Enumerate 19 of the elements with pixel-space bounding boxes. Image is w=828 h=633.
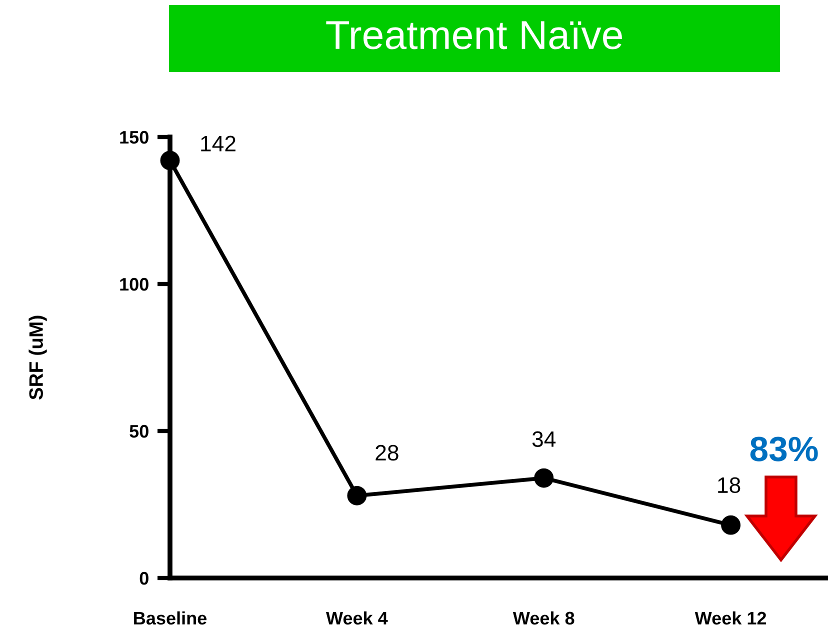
- y-axis-title: SRF (uM): [28, 316, 47, 400]
- data-label: 142: [201, 136, 236, 152]
- point: [347, 486, 367, 506]
- x-tick-label: Week 12: [694, 611, 766, 625]
- point: [534, 468, 554, 488]
- point: [160, 150, 180, 170]
- data-label: 18: [718, 477, 740, 494]
- y-tick-label: 150: [120, 130, 148, 144]
- data-label: 34: [532, 431, 556, 448]
- point: [721, 515, 741, 535]
- x-tick-label: Week 8: [512, 611, 574, 625]
- x-tick-label: Week 4: [326, 611, 388, 625]
- y-tick-label: 50: [130, 424, 148, 438]
- y-tick-label: 0: [140, 572, 148, 585]
- y-tick-label: 100: [120, 278, 148, 291]
- data-label: 28: [376, 444, 398, 461]
- chart-title: Treatment Naïve: [326, 21, 622, 50]
- annotation: 83%: [750, 436, 818, 462]
- x-tick-label: Baseline: [134, 611, 207, 625]
